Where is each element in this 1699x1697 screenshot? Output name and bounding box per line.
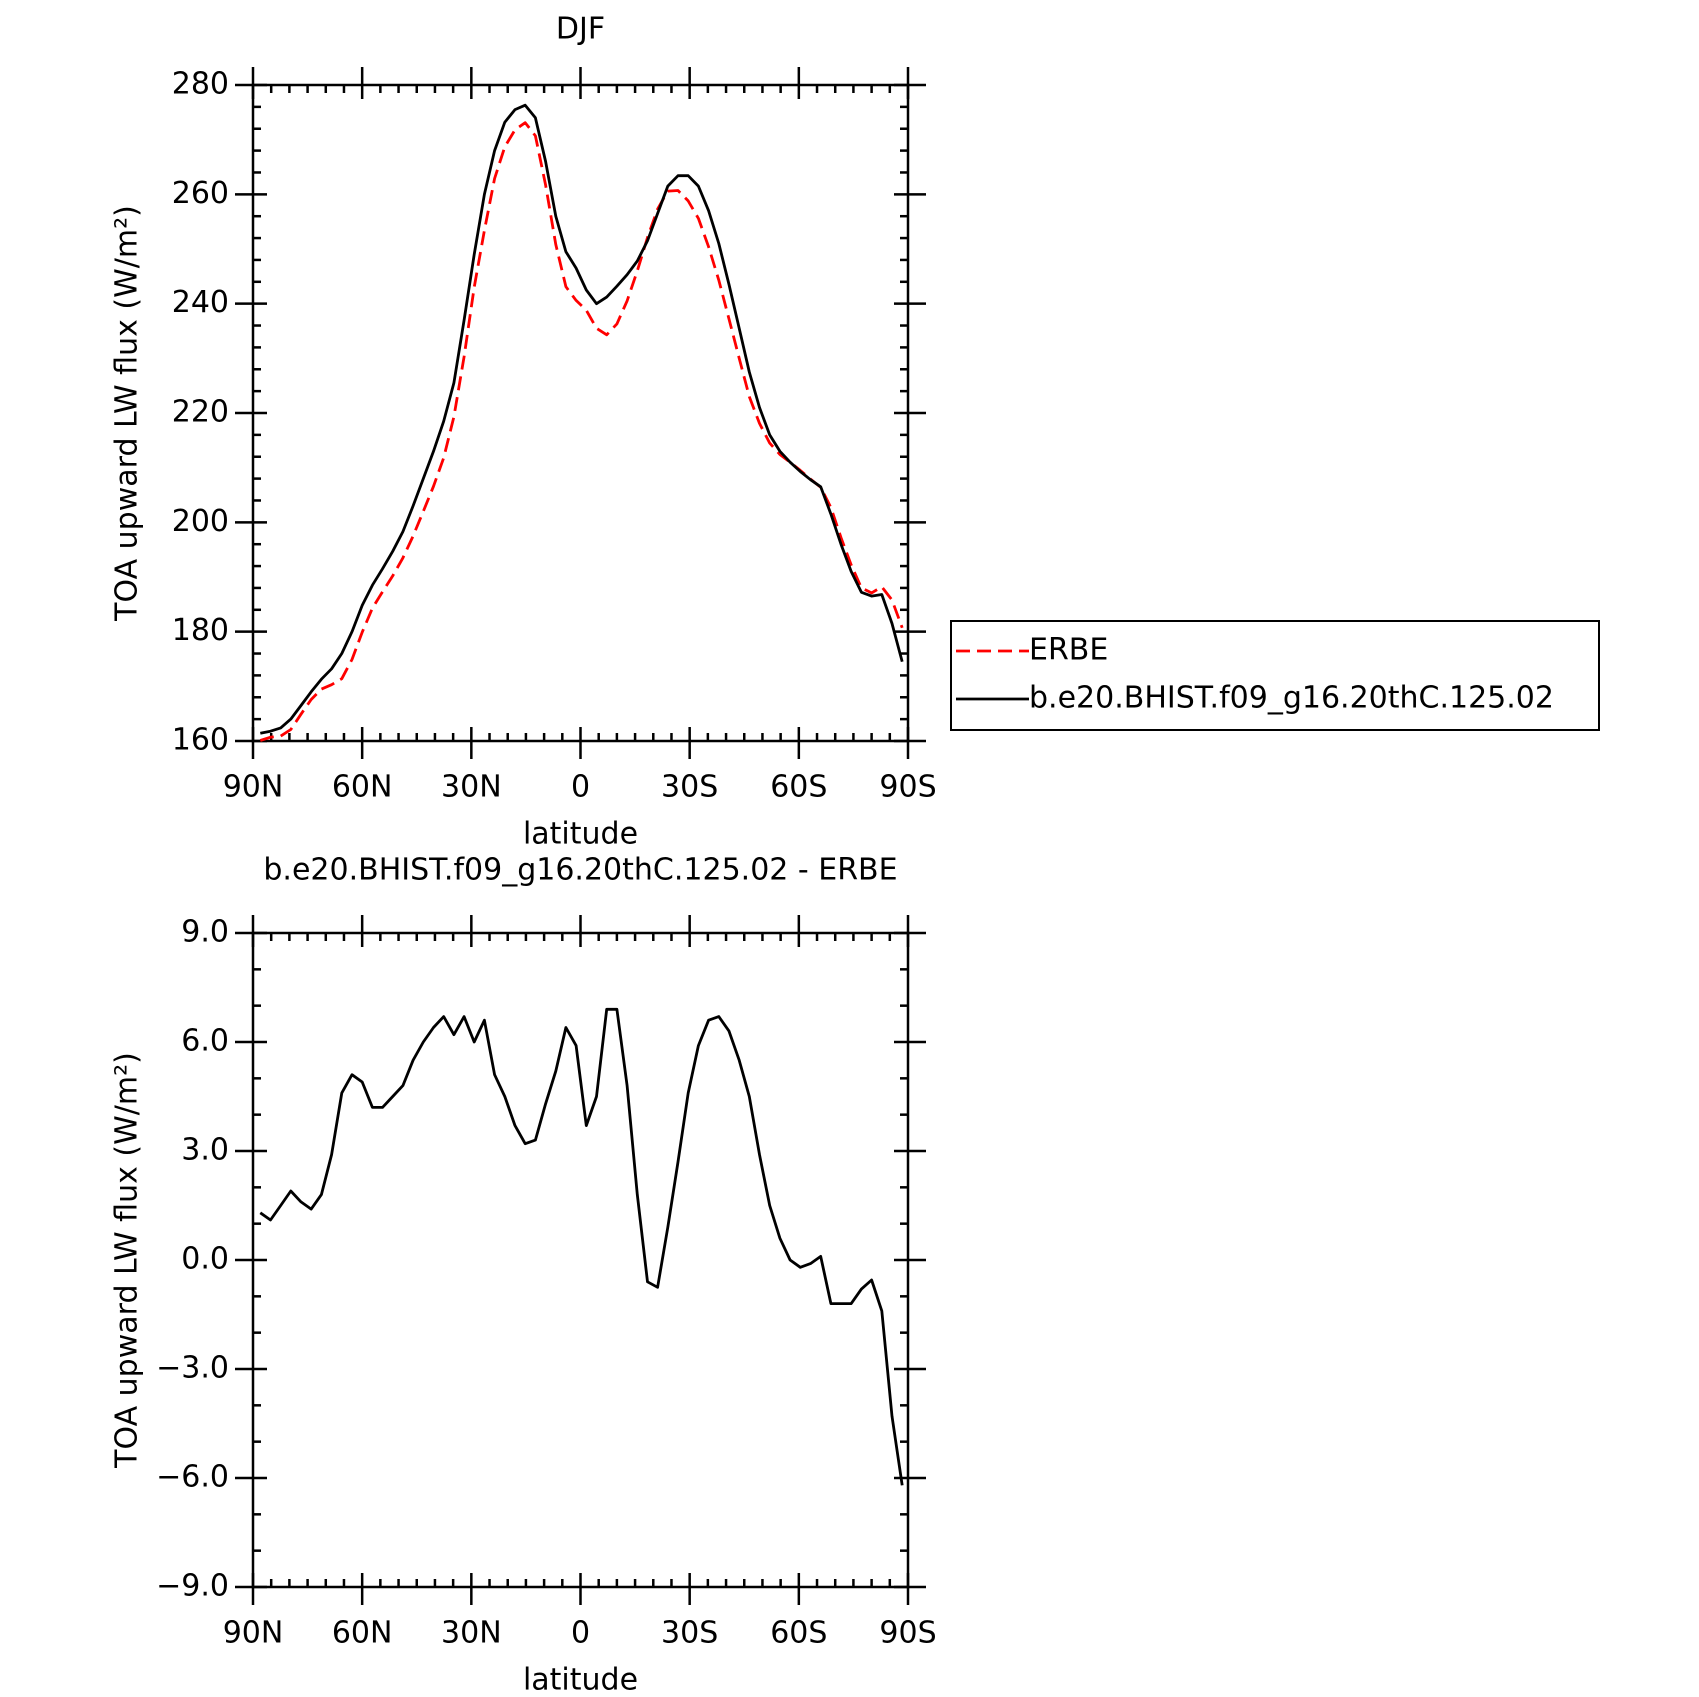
legend-label: ERBE — [1029, 633, 1108, 668]
x-tick-label: 60N — [332, 1616, 393, 1651]
x-tick-label: 60N — [332, 770, 393, 805]
y-tick-label: 240 — [172, 285, 229, 320]
y-tick-label: 0.0 — [181, 1242, 229, 1277]
y-axis-label: TOA upward LW flux (W/m²) — [110, 1052, 145, 1469]
x-tick-label: 90N — [223, 770, 284, 805]
y-tick-label: 180 — [172, 613, 229, 648]
y-tick-label: −3.0 — [156, 1351, 229, 1386]
y-tick-label: 9.0 — [181, 915, 229, 950]
chart-title: DJF — [556, 12, 605, 47]
y-tick-label: 280 — [172, 67, 229, 102]
x-axis-label: latitude — [523, 817, 638, 852]
legend-frame — [950, 620, 1600, 731]
data-line — [260, 103, 904, 735]
x-tick-label: 30S — [661, 1616, 718, 1651]
y-tick-label: 260 — [172, 176, 229, 211]
y-tick-label: 160 — [172, 723, 229, 758]
x-tick-label: 30N — [441, 1616, 502, 1651]
x-tick-label: 60S — [770, 1616, 827, 1651]
y-tick-label: 6.0 — [181, 1024, 229, 1059]
y-tick-label: 220 — [172, 395, 229, 430]
y-axis-label: TOA upward LW flux (W/m²) — [110, 205, 145, 622]
plot-frame — [251, 83, 910, 743]
data-line — [259, 1007, 904, 1486]
x-tick-label: 0 — [571, 770, 590, 805]
y-tick-label: −9.0 — [156, 1569, 229, 1604]
y-tick-label: 200 — [172, 504, 229, 539]
data-line — [259, 121, 904, 742]
x-tick-label: 90S — [879, 770, 936, 805]
y-tick-label: 3.0 — [181, 1133, 229, 1168]
x-axis-label: latitude — [523, 1663, 638, 1697]
x-tick-label: 90N — [223, 1616, 284, 1651]
x-tick-label: 60S — [770, 770, 827, 805]
chart-title: b.e20.BHIST.f09_g16.20thC.125.02 - ERBE — [263, 853, 897, 888]
x-tick-label: 30S — [661, 770, 718, 805]
x-tick-label: 90S — [879, 1616, 936, 1651]
y-tick-label: −6.0 — [156, 1460, 229, 1495]
plot-frame — [251, 931, 910, 1589]
x-tick-label: 30N — [441, 770, 502, 805]
x-tick-label: 0 — [571, 1616, 590, 1651]
legend-label: b.e20.BHIST.f09_g16.20thC.125.02 — [1029, 681, 1554, 716]
